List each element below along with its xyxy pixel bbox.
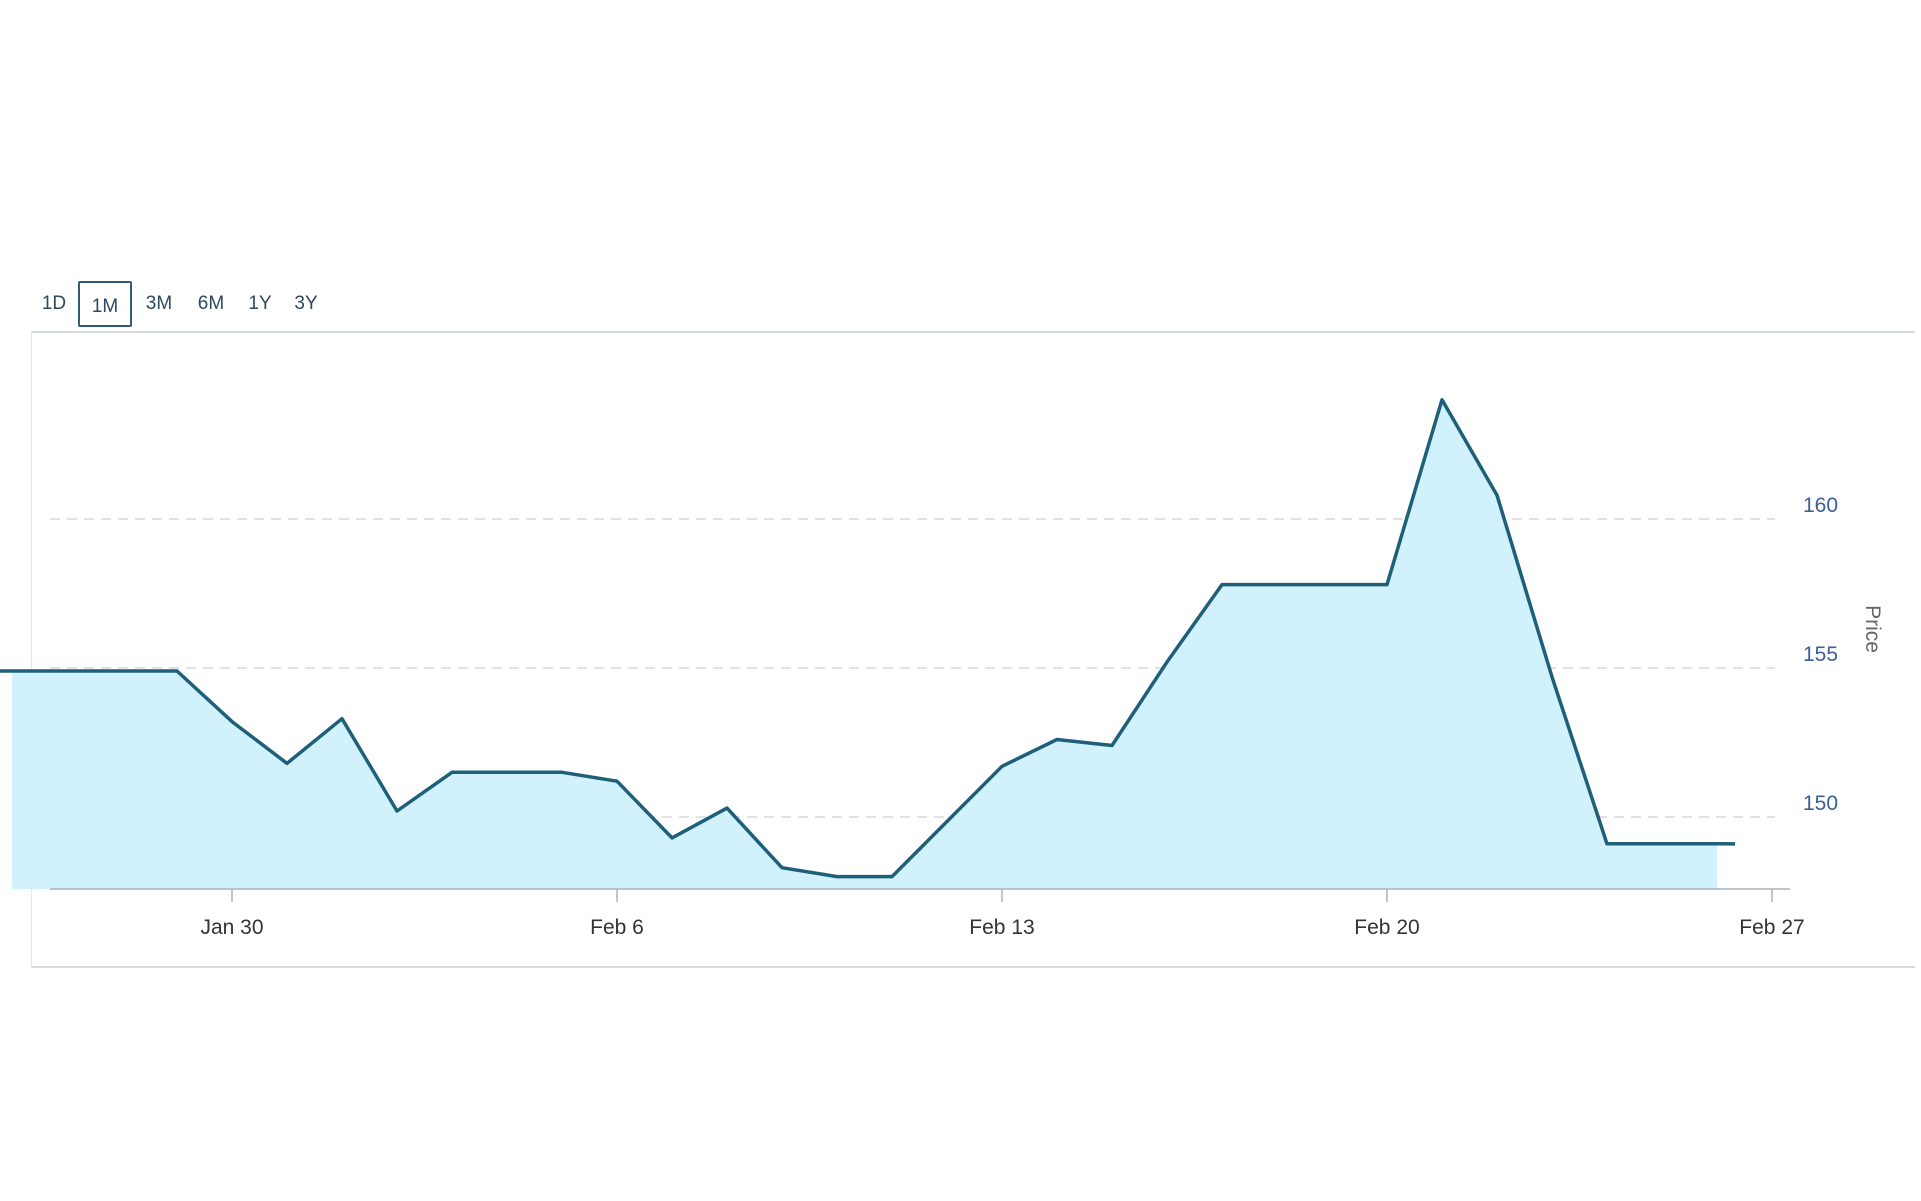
price-area-fill <box>12 399 1717 889</box>
range-button-1y[interactable]: 1Y <box>248 293 272 314</box>
range-button-1d[interactable]: 1D <box>41 293 67 314</box>
x-tick-label: Feb 6 <box>590 916 644 939</box>
y-tick-label: 160 <box>1803 494 1838 517</box>
chart-panel <box>31 331 1915 968</box>
x-tick-label: Feb 27 <box>1739 916 1804 939</box>
range-button-3m[interactable]: 3M <box>145 293 173 314</box>
y-axis-ticks: 150 155 160 <box>1803 494 1838 815</box>
y-tick-label: 155 <box>1803 643 1838 666</box>
x-tick-label: Feb 20 <box>1354 916 1419 939</box>
range-button-6m[interactable]: 6M <box>197 293 225 314</box>
x-axis-ticks: Jan 30 Feb 6 Feb 13 Feb 20 Feb 27 <box>200 889 1805 939</box>
x-tick-label: Feb 13 <box>969 916 1034 939</box>
price-line <box>0 398 1736 879</box>
y-tick-label: 150 <box>1803 792 1838 815</box>
range-button-1m[interactable]: 1M <box>78 281 132 327</box>
x-tick-label: Jan 30 <box>200 916 263 939</box>
y-axis-label: Price <box>1861 605 1884 653</box>
range-button-3y[interactable]: 3Y <box>294 293 318 314</box>
